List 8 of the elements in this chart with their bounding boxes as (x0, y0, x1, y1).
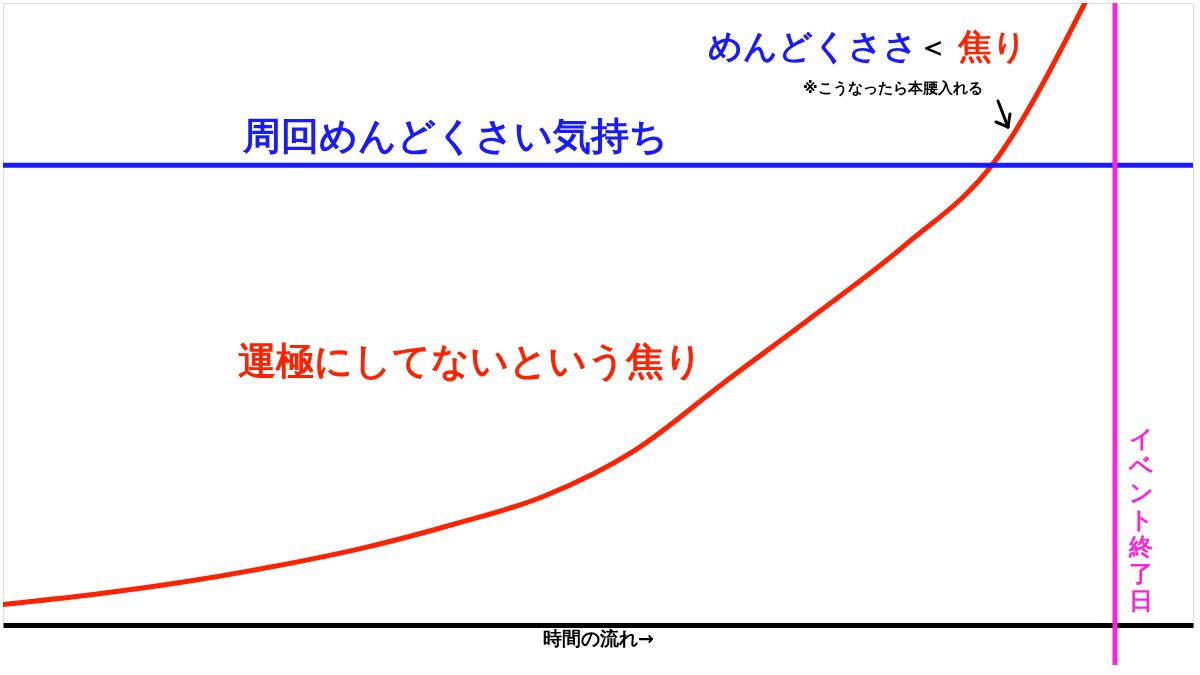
series-label: 運極にしてないという焦り (238, 339, 703, 383)
annotation: ＜ (918, 29, 948, 64)
annotation: 焦り (957, 26, 1027, 66)
annotation: ※こうなったら本腰入れる (803, 79, 983, 97)
x-axis-title: 時間の流れ→ (543, 626, 654, 649)
annotation: イベント終了日 (1127, 425, 1154, 615)
annotation: めんどくささ (708, 26, 918, 66)
ref-line-label: 周回めんどくさい気持ち (242, 114, 668, 159)
